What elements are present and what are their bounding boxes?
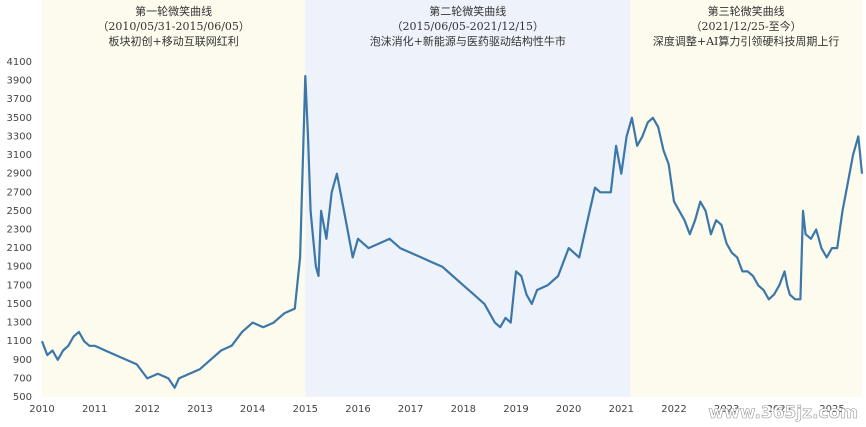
x-tick-label: 2018: [451, 404, 476, 415]
y-tick-label: 1300: [7, 318, 32, 329]
region-label: （2010/05/31-2015/06/05）: [97, 20, 250, 33]
y-tick-label: 1700: [7, 280, 32, 291]
y-tick-label: 900: [13, 355, 32, 366]
x-tick-label: 2017: [398, 404, 423, 415]
y-tick-label: 1500: [7, 299, 32, 310]
x-tick-label: 2023: [714, 404, 739, 415]
region-label: （2015/06/05-2021/12/15）: [392, 20, 545, 33]
y-tick-label: 3100: [7, 150, 32, 161]
y-tick-label: 3300: [7, 131, 32, 142]
y-tick-label: 3900: [7, 76, 32, 87]
region-label: 板块初创+移动互联网红利: [109, 34, 239, 48]
region-label: 深度调整+AI算力引领硬科技周期上行: [653, 34, 840, 48]
x-tick-label: 2024: [767, 404, 792, 415]
x-tick-label: 2016: [345, 404, 370, 415]
watermark: www.365jz.com: [708, 403, 858, 423]
x-tick-label: 2011: [82, 404, 107, 415]
y-tick-label: 3500: [7, 113, 32, 124]
x-tick-label: 2020: [556, 404, 581, 415]
y-tick-label: 2700: [7, 187, 32, 198]
region-label: （2021/12/25-至今）: [691, 19, 802, 33]
y-tick-label: 2100: [7, 243, 32, 254]
region-band: [305, 0, 631, 397]
region-label: 第三轮微笑曲线: [708, 4, 785, 18]
y-tick-label: 4100: [7, 57, 32, 68]
region-label: 第一轮微笑曲线: [135, 4, 212, 18]
region-label: 泡沫消化+新能源与医药驱动结构性牛市: [370, 34, 566, 48]
x-tick-label: 2014: [240, 404, 265, 415]
x-tick-label: 2022: [661, 404, 686, 415]
y-tick-label: 2300: [7, 225, 32, 236]
x-tick-label: 2025: [819, 404, 844, 415]
y-tick-label: 700: [13, 373, 32, 384]
x-tick-label: 2012: [135, 404, 160, 415]
region-band: [42, 0, 306, 397]
x-tick-label: 2019: [503, 404, 528, 415]
y-tick-label: 2900: [7, 169, 32, 180]
region-label: 第二轮微笑曲线: [429, 4, 506, 18]
y-tick-label: 2500: [7, 206, 32, 217]
y-tick-label: 1900: [7, 262, 32, 273]
x-tick-label: 2010: [29, 404, 54, 415]
x-tick-label: 2013: [187, 404, 212, 415]
x-tick-label: 2021: [609, 404, 634, 415]
y-tick-label: 3700: [7, 94, 32, 105]
x-tick-label: 2015: [293, 404, 318, 415]
y-tick-label: 500: [13, 392, 32, 403]
line-series: [40, 74, 864, 389]
region-band: [630, 0, 862, 397]
y-tick-label: 1100: [7, 336, 32, 347]
